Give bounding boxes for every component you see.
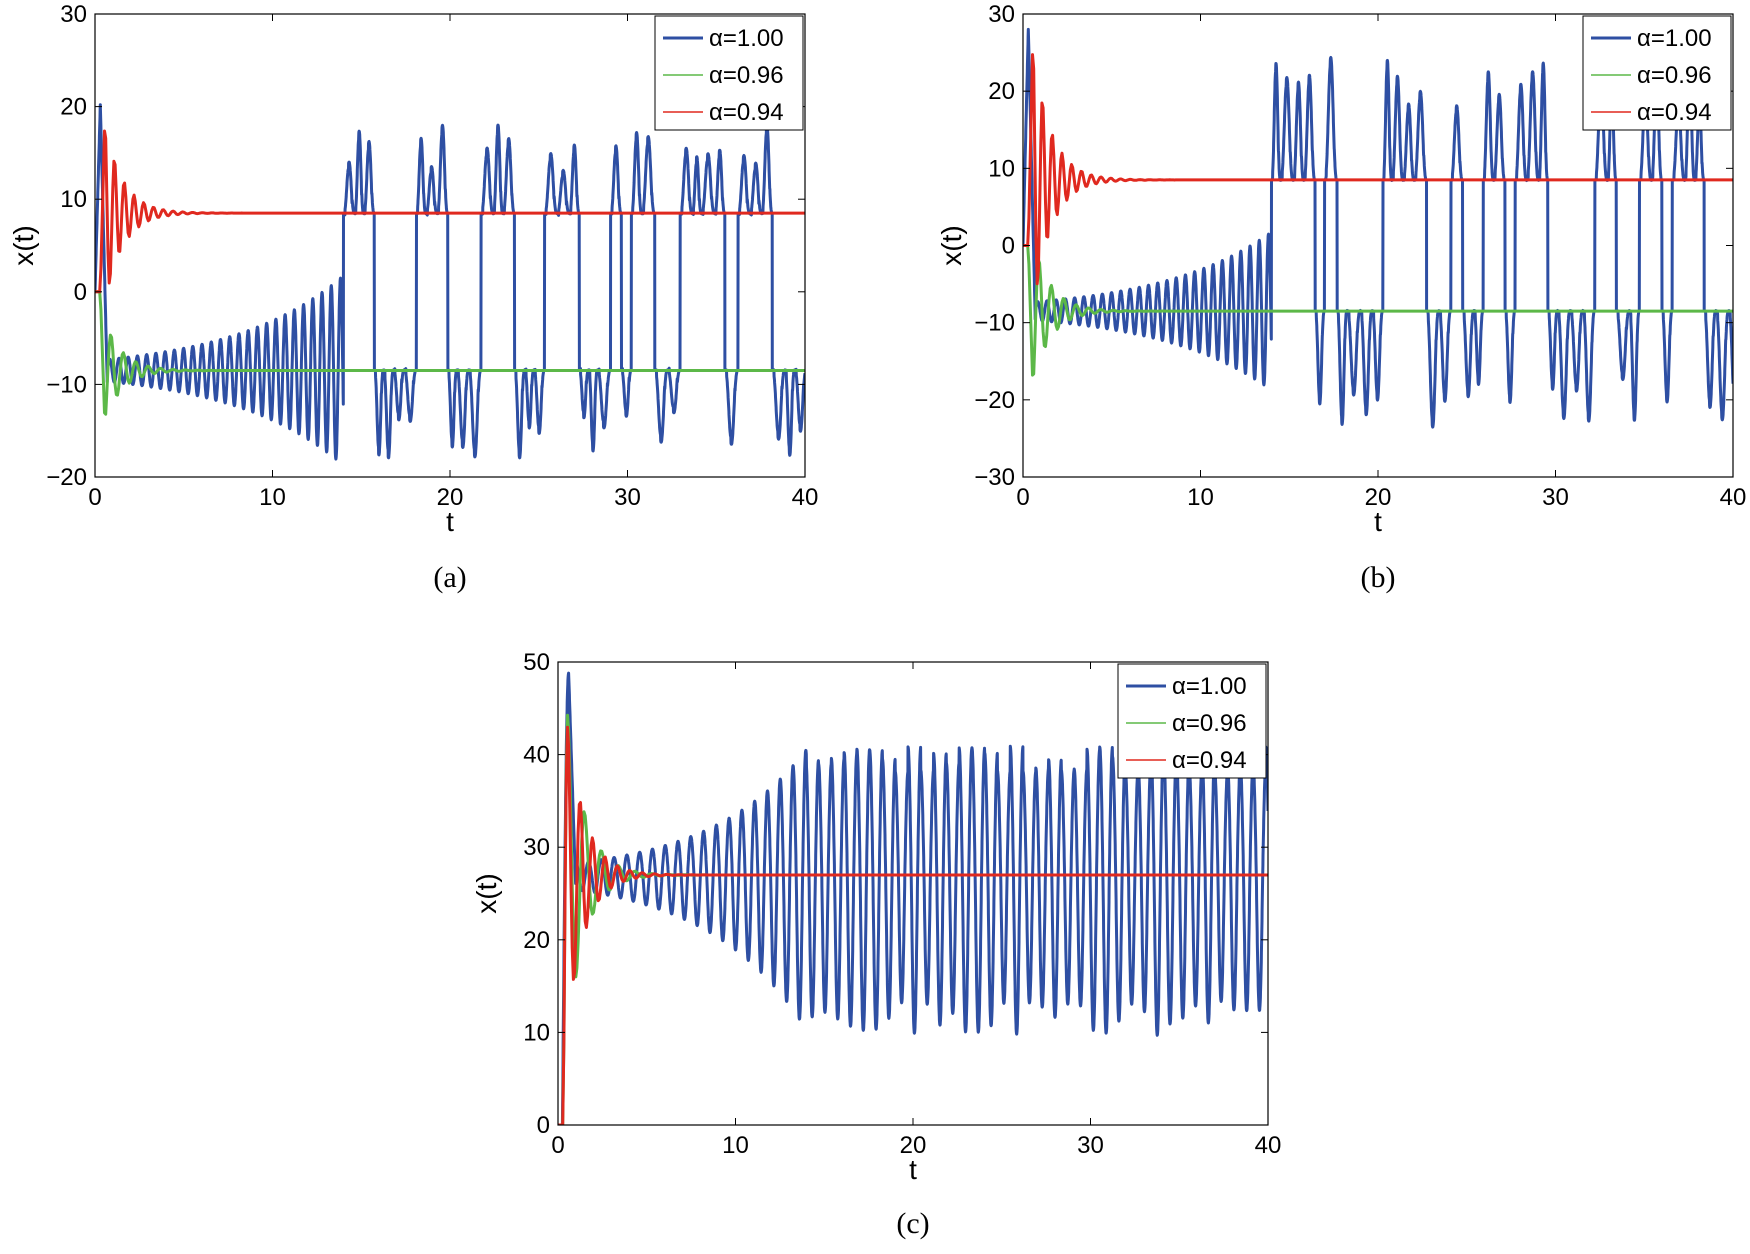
x-tick-label: 40 <box>1720 484 1747 511</box>
y-tick-label: −20 <box>46 464 87 491</box>
y-tick-label: 0 <box>537 1112 550 1139</box>
y-tick-label: 0 <box>74 279 87 306</box>
x-tick-label: 0 <box>551 1132 564 1159</box>
legend-label: α=0.96 <box>709 62 784 89</box>
legend: α=1.00 α=0.96 α=0.94 <box>1582 15 1732 131</box>
x-tick-label: 10 <box>259 484 286 511</box>
y-tick-label: −10 <box>46 371 87 398</box>
x-tick-label: 0 <box>88 484 101 511</box>
y-axis-label: x(t) <box>8 225 39 265</box>
legend-label: α=1.00 <box>709 25 784 52</box>
x-axis-label: t <box>909 1154 917 1185</box>
legend-label: α=0.94 <box>1172 747 1247 774</box>
legend-label: α=0.94 <box>709 99 784 126</box>
y-tick-label: −10 <box>974 310 1015 337</box>
legend-box <box>654 15 804 131</box>
series-line-1 <box>95 290 805 416</box>
panel-caption: (c) <box>896 1207 929 1240</box>
x-axis-label: t <box>446 506 454 537</box>
y-tick-label: 0 <box>1002 233 1015 260</box>
y-tick-label: 20 <box>60 94 87 121</box>
x-axis-label: t <box>1374 506 1382 537</box>
x-tick-label: 20 <box>1365 484 1392 511</box>
legend-label: α=0.96 <box>1172 710 1247 737</box>
y-tick-label: 30 <box>60 1 87 28</box>
y-axis-label: x(t) <box>936 225 967 265</box>
y-tick-label: 30 <box>523 834 550 861</box>
series-line-2 <box>1023 53 1733 286</box>
legend: α=1.00 α=0.96 α=0.94 <box>654 15 804 131</box>
plot-area <box>558 671 1268 1125</box>
panel-caption: (a) <box>433 561 466 594</box>
legend: α=1.00 α=0.96 α=0.94 <box>1117 663 1267 779</box>
panel-caption: (b) <box>1361 561 1396 594</box>
series-line-0 <box>1023 27 1733 429</box>
legend-box <box>1582 15 1732 131</box>
y-tick-label: 30 <box>988 1 1015 28</box>
x-tick-label: 20 <box>437 484 464 511</box>
chart-panel-1: 0 10 20 30 40 −30 −20 −10 0 10 20 30 t x(t) α=1.00 α=0.… <box>936 1 1746 594</box>
x-tick-label: 30 <box>1077 1132 1104 1159</box>
y-tick-label: 40 <box>523 742 550 769</box>
plot-area <box>95 103 805 461</box>
x-tick-label: 40 <box>792 484 819 511</box>
x-tick-label: 30 <box>1542 484 1569 511</box>
legend-label: α=0.96 <box>1637 62 1712 89</box>
x-tick-label: 0 <box>1016 484 1029 511</box>
y-tick-label: 20 <box>988 78 1015 105</box>
y-tick-label: 50 <box>523 649 550 676</box>
y-tick-label: 20 <box>523 927 550 954</box>
x-tick-label: 10 <box>722 1132 749 1159</box>
plot-area <box>1023 27 1733 429</box>
series-line-2 <box>558 725 1268 1125</box>
y-tick-label: −20 <box>974 387 1015 414</box>
series-line-0 <box>95 103 805 461</box>
legend-label: α=0.94 <box>1637 99 1712 126</box>
y-tick-label: −30 <box>974 464 1015 491</box>
y-tick-label: 10 <box>523 1019 550 1046</box>
y-tick-label: 10 <box>988 155 1015 182</box>
chart-panel-0: 0 10 20 30 40−20−100102030tx(t)α=1.00α=0.96α… <box>8 1 818 594</box>
x-tick-label: 20 <box>900 1132 927 1159</box>
y-axis-label: x(t) <box>471 873 502 913</box>
series-line-1 <box>1023 244 1733 377</box>
legend-label: α=1.00 <box>1172 673 1247 700</box>
series-line-0 <box>558 671 1268 1125</box>
chart-panel-2: 0 10 20 30 40 0 10 20 30 40 50 t x(t) α=1.00 α=0.96 α=0… <box>471 649 1281 1240</box>
legend-box <box>1117 663 1267 779</box>
y-tick-label: 10 <box>60 186 87 213</box>
legend-label: α=1.00 <box>1637 25 1712 52</box>
x-tick-label: 40 <box>1255 1132 1282 1159</box>
series-line-2 <box>95 129 805 294</box>
x-tick-label: 30 <box>614 484 641 511</box>
x-tick-label: 10 <box>1187 484 1214 511</box>
